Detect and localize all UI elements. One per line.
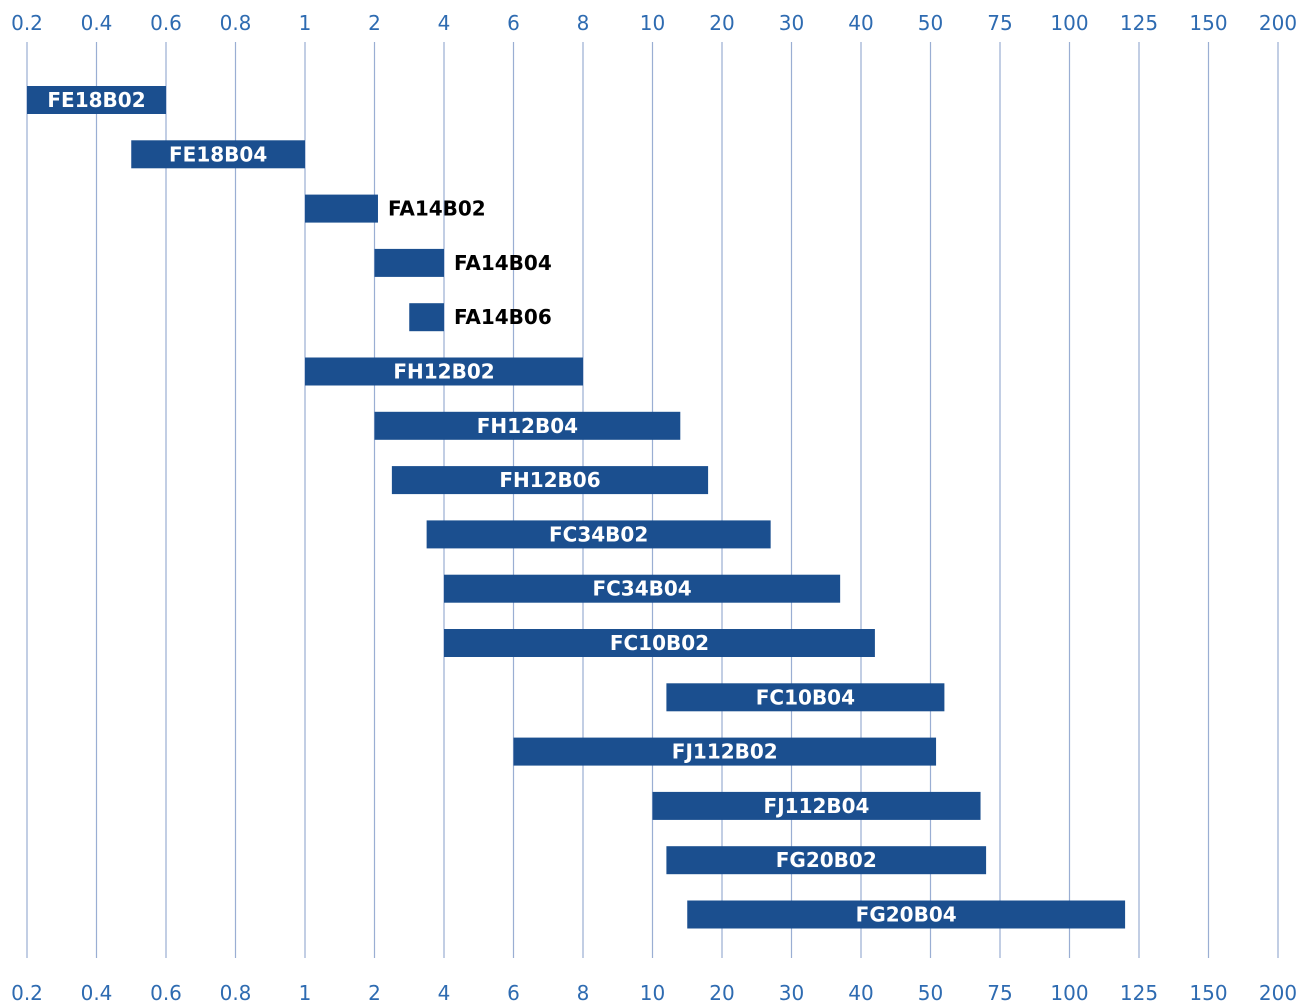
- bar: [666, 846, 987, 875]
- x-tick-label-bottom: 150: [1189, 981, 1227, 1005]
- bar-label: FE18B04: [169, 142, 267, 166]
- bar: [305, 194, 378, 223]
- x-tick-label-bottom: 20: [709, 981, 734, 1005]
- x-tick-label-top: 200: [1259, 11, 1297, 35]
- x-tick-label-bottom: 125: [1120, 981, 1158, 1005]
- bar-group: FA14B04: [374, 248, 552, 277]
- x-tick-label-bottom: 200: [1259, 981, 1297, 1005]
- bar-group: FC34B04: [444, 574, 841, 603]
- bar: [131, 140, 305, 169]
- x-tick-label-bottom: 75: [987, 981, 1012, 1005]
- x-tick-label-bottom: 30: [779, 981, 804, 1005]
- bar-label: FC10B04: [756, 685, 855, 709]
- x-tick-label-bottom: 4: [438, 981, 451, 1005]
- x-tick-label-top: 150: [1189, 11, 1227, 35]
- grid-lines: [26, 42, 1279, 958]
- x-tick-label-top: 10: [640, 11, 665, 35]
- bar: [409, 303, 444, 332]
- x-tick-label-top: 40: [848, 11, 873, 35]
- bar-group: FA14B06: [409, 303, 552, 332]
- x-tick-label-top: 2: [368, 11, 381, 35]
- bar-group: FE18B04: [131, 140, 305, 169]
- x-tick-label-bottom: 0.4: [81, 981, 113, 1005]
- x-tick-label-top: 1: [299, 11, 312, 35]
- x-tick-label-top: 125: [1120, 11, 1158, 35]
- bar-label: FH12B02: [393, 360, 494, 384]
- x-tick-label-top: 30: [779, 11, 804, 35]
- bar: [666, 683, 945, 712]
- bar: [374, 248, 444, 277]
- x-tick-label-top: 100: [1050, 11, 1088, 35]
- bar-label: FH12B06: [499, 468, 600, 492]
- bar-group: FG20B04: [687, 900, 1126, 929]
- bar-group: FH12B02: [305, 357, 583, 386]
- bar: [391, 466, 709, 495]
- bar-group: FJ112B02: [513, 737, 937, 766]
- bar: [513, 737, 937, 766]
- x-tick-label-bottom: 40: [848, 981, 873, 1005]
- x-tick-label-top: 0.4: [81, 11, 113, 35]
- x-tick-label-top: 0.8: [220, 11, 252, 35]
- x-tick-label-bottom: 100: [1050, 981, 1088, 1005]
- bar: [652, 791, 981, 820]
- x-tick-label-top: 8: [577, 11, 590, 35]
- x-axis-top: 0.2 0.4 0.6 0.8 1 2 4 6 8 10 20 30 40 50 75 100 125 150 20…: [11, 11, 1297, 35]
- bar-label: FC10B02: [610, 631, 709, 655]
- bar-label: FJ112B02: [672, 740, 778, 764]
- bar-label: FG20B02: [776, 848, 877, 872]
- bars: FE18B02 FE18B04 FA14B02 FA14B04 FA14B06 FH12B…: [27, 86, 1126, 929]
- x-tick-label-bottom: 8: [577, 981, 590, 1005]
- bar-group: FC34B02: [426, 520, 771, 549]
- x-tick-label-top: 50: [918, 11, 943, 35]
- x-tick-label-bottom: 0.2: [11, 981, 43, 1005]
- x-tick-label-top: 4: [438, 11, 451, 35]
- bar: [444, 574, 841, 603]
- bar-label: FH12B04: [477, 414, 578, 438]
- bar-group: FE18B02: [27, 86, 166, 114]
- bar-group: FH12B04: [374, 411, 681, 440]
- bar: [444, 629, 875, 657]
- bar-group: FA14B02: [305, 194, 486, 223]
- bar-label: FG20B04: [856, 903, 957, 927]
- bar: [374, 411, 681, 440]
- bar: [426, 520, 771, 549]
- x-tick-label-top: 20: [709, 11, 734, 35]
- x-tick-label-bottom: 0.8: [220, 981, 252, 1005]
- bar-group: FG20B02: [666, 846, 987, 875]
- bar-group: FJ112B04: [652, 791, 981, 820]
- bar-label: FC34B02: [549, 522, 648, 546]
- x-tick-label-bottom: 10: [640, 981, 665, 1005]
- x-tick-label-top: 6: [507, 11, 520, 35]
- bar-group: FC10B04: [666, 683, 945, 712]
- x-tick-label-bottom: 6: [507, 981, 520, 1005]
- x-tick-label-bottom: 0.6: [150, 981, 182, 1005]
- x-tick-label-bottom: 50: [918, 981, 943, 1005]
- x-tick-label-top: 0.2: [11, 11, 43, 35]
- x-tick-label-top: 75: [987, 11, 1012, 35]
- bar-label: FA14B04: [454, 251, 552, 275]
- bar: [687, 900, 1126, 929]
- bar-label: FA14B06: [454, 305, 552, 329]
- bar-group: FC10B02: [444, 629, 875, 657]
- bar-group: FH12B06: [391, 466, 709, 495]
- bar-label: FJ112B04: [764, 794, 870, 818]
- x-tick-label-bottom: 1: [299, 981, 312, 1005]
- bar-label: FE18B02: [47, 88, 145, 112]
- bar: [27, 86, 166, 114]
- bar-label: FC34B04: [592, 577, 691, 601]
- bar: [305, 357, 583, 386]
- bar-label: FA14B02: [388, 197, 486, 221]
- x-axis-bottom: 0.2 0.4 0.6 0.8 1 2 4 6 8 10 20 30 40 50 75 100 125 150 20…: [11, 981, 1297, 1005]
- x-tick-label-top: 0.6: [150, 11, 182, 35]
- x-tick-label-bottom: 2: [368, 981, 381, 1005]
